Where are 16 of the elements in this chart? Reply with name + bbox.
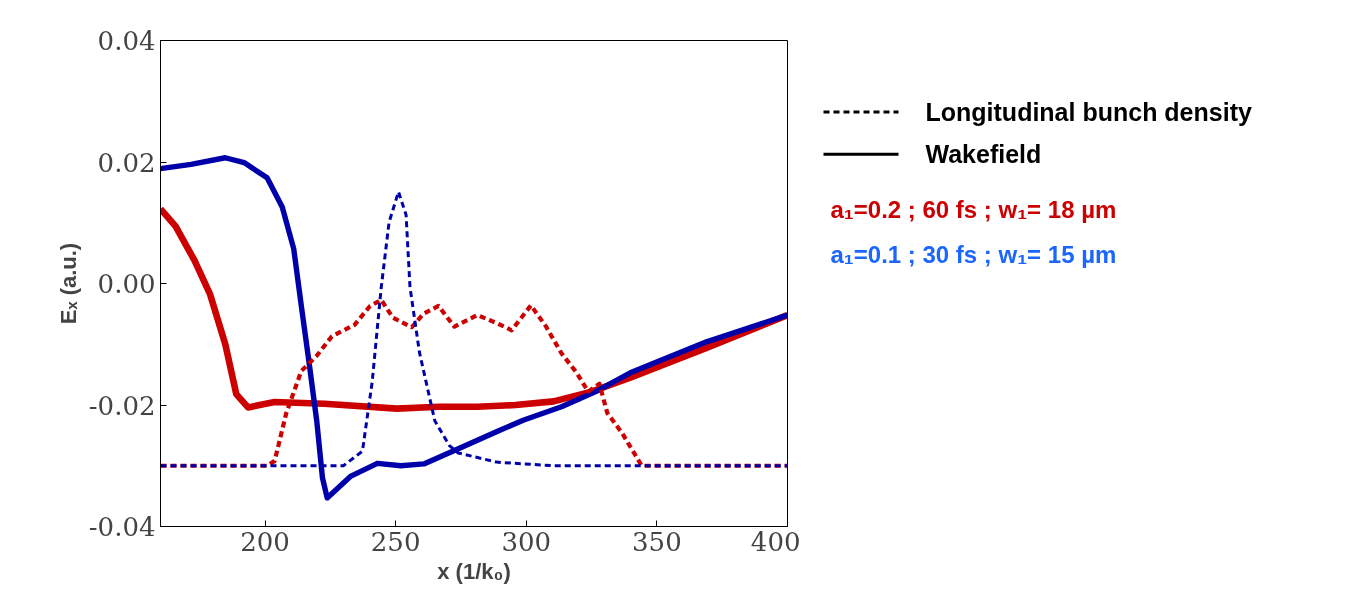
x-tick-label: 250	[370, 526, 421, 557]
y-axis-title: Eₓ (a.u.)	[55, 242, 81, 325]
y-tick-label: -0.04	[88, 512, 156, 542]
x-tick-label: 200	[240, 526, 290, 557]
y-tick-label: 0.04	[97, 26, 156, 56]
y-tick-label: 0.02	[97, 147, 156, 178]
x-axis-title: x (1/k₀)	[437, 558, 511, 584]
x-tick-label: 400	[750, 526, 801, 557]
x-tick-label: 350	[632, 526, 682, 557]
text: a₁=0.1 ; 30 fs ; w₁= 15 µm	[830, 240, 1117, 268]
y-tick-label: -0.02	[88, 390, 156, 421]
y-tick-label: 0.00	[97, 269, 156, 299]
x-tick-label: 300	[501, 526, 552, 557]
text: a₁=0.2 ; 60 fs ; w₁= 18 µm	[830, 196, 1117, 224]
text: Longitudinal bunch density	[925, 98, 1252, 127]
text: Wakefield	[925, 140, 1042, 169]
